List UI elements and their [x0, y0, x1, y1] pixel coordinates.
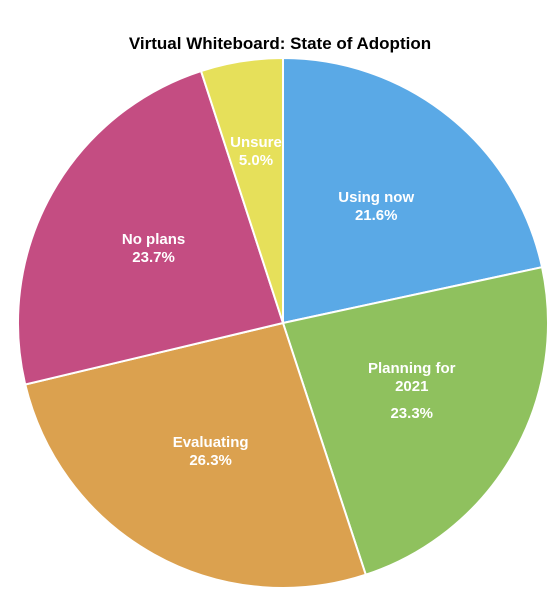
slice-category: Unsure [230, 133, 282, 151]
slice-value-label: 5.0% [238, 151, 274, 169]
pie-slice [281, 265, 549, 577]
slice-value-label: 21.6% [354, 206, 398, 224]
slice-category: Planning for 2021 [368, 359, 456, 395]
slice-value-label: 23.3% [390, 404, 434, 422]
pie-slice [282, 56, 544, 325]
slice-value-label: 26.3% [189, 451, 232, 469]
slice-value-label: 23.7% [132, 249, 175, 267]
chart-title: Virtual Whiteboard: State of Adoption [128, 34, 432, 53]
pie-slice [24, 321, 368, 589]
slice-category: No plans [121, 231, 186, 249]
slice-category: Using now [338, 188, 415, 206]
pie-slice [199, 56, 284, 324]
pie-slice [17, 69, 285, 386]
slice-category: Evaluating [172, 433, 249, 451]
